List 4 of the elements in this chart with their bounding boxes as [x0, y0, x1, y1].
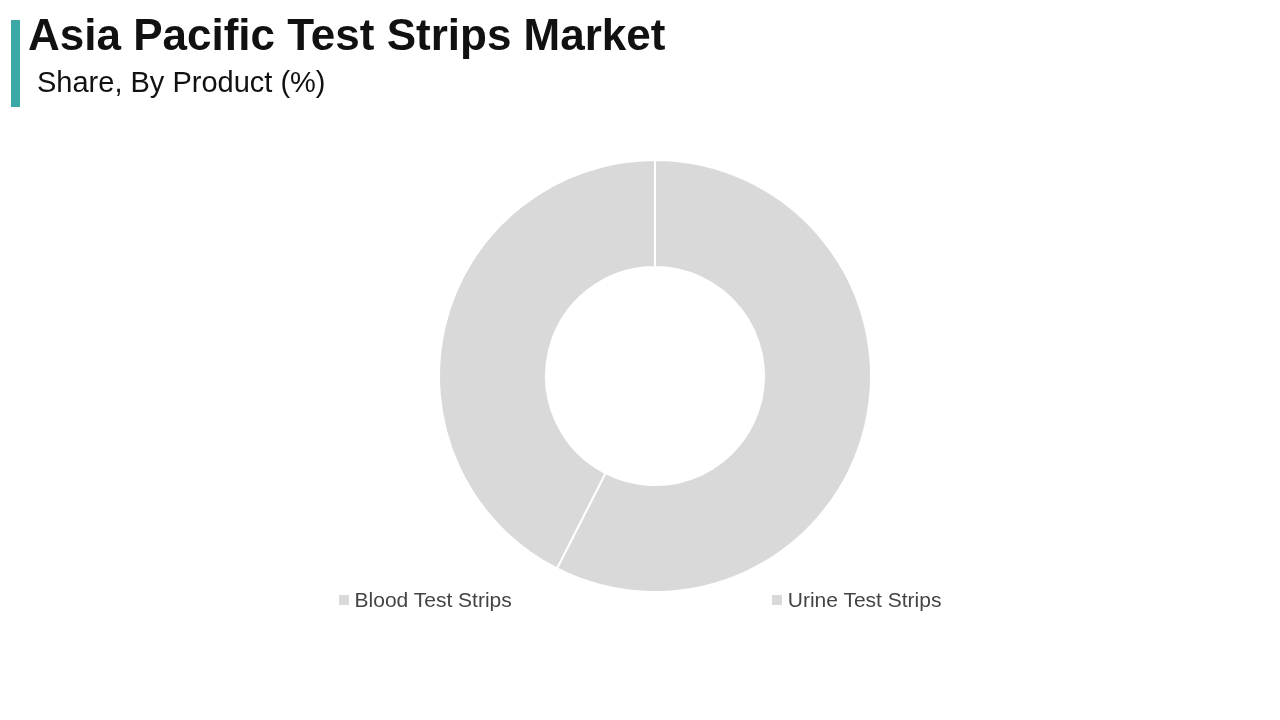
chart-title: Asia Pacific Test Strips Market: [28, 10, 666, 60]
legend-label: Urine Test Strips: [787, 588, 942, 612]
legend-label: Blood Test Strips: [354, 588, 512, 612]
chart-subtitle: Share, By Product (%): [37, 66, 326, 99]
